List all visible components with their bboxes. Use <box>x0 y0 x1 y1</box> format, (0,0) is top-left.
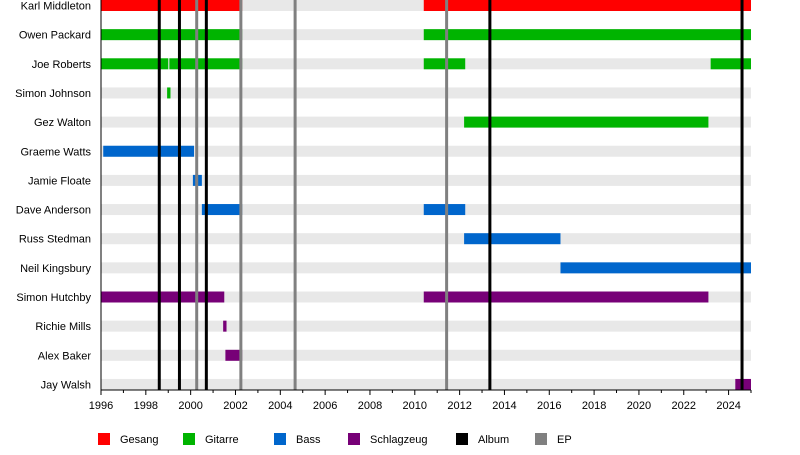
legend-item-album: Album <box>456 433 509 446</box>
legend-swatch <box>183 433 195 445</box>
member-label: Gez Walton <box>34 117 91 129</box>
row-stripe <box>101 116 751 128</box>
member-label: Dave Anderson <box>16 205 91 217</box>
bar-bass <box>464 233 561 245</box>
row-stripe <box>101 174 751 186</box>
bar-bass <box>560 262 751 274</box>
legend-swatch <box>348 433 360 445</box>
legend-label: Bass <box>296 434 321 446</box>
legend-swatch <box>274 433 286 445</box>
bar-guitar <box>423 58 466 70</box>
bar-drums <box>223 320 227 332</box>
legend-label: Gitarre <box>205 434 239 446</box>
bar-guitar <box>101 58 169 70</box>
row-stripe <box>101 378 751 390</box>
legend-label: EP <box>557 434 572 446</box>
member-label: Graeme Watts <box>21 146 92 158</box>
member-label: Neil Kingsbury <box>20 263 91 275</box>
x-tick-label: 1996 <box>89 400 113 412</box>
legend-label: Schlagzeug <box>370 434 428 446</box>
x-tick-label: 2010 <box>403 400 427 412</box>
member-label: Russ Stedman <box>19 234 91 246</box>
x-tick-label: 1998 <box>134 400 158 412</box>
member-label: Richie Mills <box>35 321 91 333</box>
x-tick-label: 2018 <box>582 400 606 412</box>
bar-guitar <box>710 58 751 70</box>
bar-guitar <box>167 87 171 99</box>
member-label: Alex Baker <box>38 350 92 362</box>
x-tick-label: 2020 <box>627 400 651 412</box>
x-tick-label: 2000 <box>178 400 202 412</box>
x-tick-label: 2004 <box>268 400 292 412</box>
bar-drums <box>101 291 225 303</box>
row-stripe <box>101 233 751 245</box>
member-label: Owen Packard <box>19 30 91 42</box>
legend-item-guitar: Gitarre <box>183 433 239 446</box>
bar-bass <box>423 204 466 216</box>
member-label: Simon Johnson <box>15 88 91 100</box>
bar-guitar <box>423 29 751 41</box>
bar-guitar <box>464 116 709 128</box>
legend-label: Gesang <box>120 434 159 446</box>
x-tick-label: 2014 <box>492 400 516 412</box>
bar-drums <box>423 291 709 303</box>
legend-swatch <box>456 433 468 445</box>
x-tick-label: 2012 <box>447 400 471 412</box>
legend-item-vocals: Gesang <box>98 433 159 446</box>
x-tick-label: 2024 <box>716 400 740 412</box>
bar-drums <box>225 349 243 361</box>
x-tick-label: 2016 <box>537 400 561 412</box>
bar-vocals <box>423 0 751 11</box>
member-label: Karl Middleton <box>21 1 91 13</box>
row-stripe <box>101 145 751 157</box>
bar-bass <box>103 145 195 157</box>
member-label: Simon Hutchby <box>16 292 91 304</box>
legend-item-drums: Schlagzeug <box>348 433 428 446</box>
bar-bass <box>201 204 243 216</box>
bar-guitar <box>101 29 243 41</box>
member-label: Joe Roberts <box>32 59 92 71</box>
x-tick-label: 2022 <box>672 400 696 412</box>
bar-vocals <box>101 0 243 11</box>
row-stripe <box>101 262 751 274</box>
row-stripe <box>101 349 751 361</box>
member-label: Jay Walsh <box>41 379 91 391</box>
x-tick-label: 2008 <box>358 400 382 412</box>
legend-swatch <box>98 433 110 445</box>
row-stripe <box>101 87 751 99</box>
member-label: Jamie Floate <box>28 175 91 187</box>
row-stripe <box>101 320 751 332</box>
x-tick-label: 2006 <box>313 400 337 412</box>
x-tick-label: 2002 <box>223 400 247 412</box>
legend-swatch <box>535 433 547 445</box>
legend-item-bass: Bass <box>274 433 321 446</box>
legend-label: Album <box>478 434 509 446</box>
legend-item-ep: EP <box>535 433 572 446</box>
